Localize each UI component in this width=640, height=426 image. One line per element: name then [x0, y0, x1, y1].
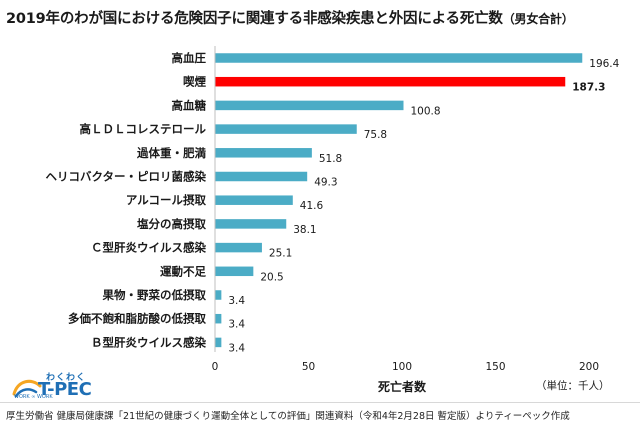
category-label-1: 喫煙: [183, 75, 206, 89]
unit-label: （単位：千人）: [536, 380, 610, 392]
x-ticks-group: 0 50 100 150 200: [212, 361, 599, 373]
bar-8: [215, 242, 262, 253]
logo-main-text: T-PEC: [38, 379, 92, 400]
bar-3: [215, 124, 357, 134]
bar-0: [215, 53, 583, 63]
bar-9: [215, 266, 254, 277]
category-label-0: 高血圧: [172, 51, 207, 65]
bar-1: [215, 76, 566, 87]
bar-11: [215, 313, 222, 324]
x-tick-label-0: 0: [212, 361, 219, 373]
category-label-10: 果物・野菜の低摂取: [102, 288, 207, 302]
bar-4: [215, 148, 312, 158]
category-label-8: Ｃ型肝炎ウイルス感染: [91, 241, 206, 255]
value-label-8: 25.1: [269, 248, 292, 260]
value-label-9: 20.5: [260, 271, 283, 283]
value-label-0: 196.4: [589, 58, 619, 70]
x-axis-label: 死亡者数: [378, 379, 427, 394]
category-label-2: 高血糖: [172, 98, 207, 112]
chart-title: 2019年のわが国における危険因子に関連する非感染疾患と外因による死亡数（男女合…: [6, 7, 636, 28]
bar-5: [215, 171, 308, 182]
bar-6: [215, 195, 293, 205]
value-label-6: 41.6: [300, 200, 324, 212]
value-label-10: 3.4: [228, 295, 245, 307]
value-label-12: 3.4: [228, 342, 245, 354]
source-text: 厚生労働省 健康局健康課「21世紀の健康づくり運動全体としての評価」関連資料（令…: [6, 411, 570, 422]
bars-group: 高血圧 196.4 喫煙 187.3 高血糖 100.8 高ＬＤＬコレステロール 75.8 過体…: [45, 51, 619, 354]
source-footer: 厚生労働省 健康局健康課「21世紀の健康づくり運動全体としての評価」関連資料（令…: [0, 402, 640, 426]
bar-10: [215, 290, 222, 300]
tpec-logo: わくわく T-PEC WORK ∞ WORK: [12, 370, 112, 404]
x-tick-label-1: 50: [302, 361, 315, 373]
category-label-7: 塩分の高摂取: [137, 217, 206, 231]
category-label-3: 高ＬＤＬコレステロール: [80, 122, 207, 136]
category-label-12: Ｂ型肝炎ウイルス感染: [91, 335, 206, 349]
category-label-11: 多価不飽和脂肪酸の低摂取: [68, 312, 206, 326]
x-tick-label-4: 200: [579, 361, 599, 373]
value-label-3: 75.8: [364, 129, 387, 141]
logo-top-text: わくわく: [46, 373, 87, 383]
value-label-1: 187.3: [572, 82, 605, 94]
x-tick-label-3: 150: [485, 361, 505, 373]
category-label-4: 過体重・肥満: [136, 146, 206, 160]
category-label-5: ヘリコバクター・ピロリ菌感染: [45, 170, 206, 184]
category-label-6: アルコール摂取: [126, 193, 207, 207]
chart-title-main: 2019年のわが国における危険因子に関連する非感染疾患と外因による死亡数: [6, 11, 503, 27]
chart-title-suffix: （男女合計）: [502, 12, 574, 26]
value-label-5: 49.3: [314, 177, 337, 189]
bar-chart: 高血圧 196.4 喫煙 187.3 高血糖 100.8 高ＬＤＬコレステロール 75.8 過体…: [45, 46, 620, 394]
logo-swoosh-icon: [12, 379, 42, 398]
value-label-4: 51.8: [319, 153, 342, 165]
category-label-9: 運動不足: [160, 264, 206, 278]
x-tick-label-2: 100: [392, 361, 412, 373]
logo-sub-text: WORK ∞ WORK: [14, 394, 53, 400]
value-label-11: 3.4: [228, 319, 245, 331]
value-label-7: 38.1: [293, 224, 316, 236]
value-label-2: 100.8: [410, 105, 440, 117]
bar-7: [215, 219, 287, 229]
bar-2: [215, 100, 404, 111]
bar-12: [215, 337, 222, 348]
